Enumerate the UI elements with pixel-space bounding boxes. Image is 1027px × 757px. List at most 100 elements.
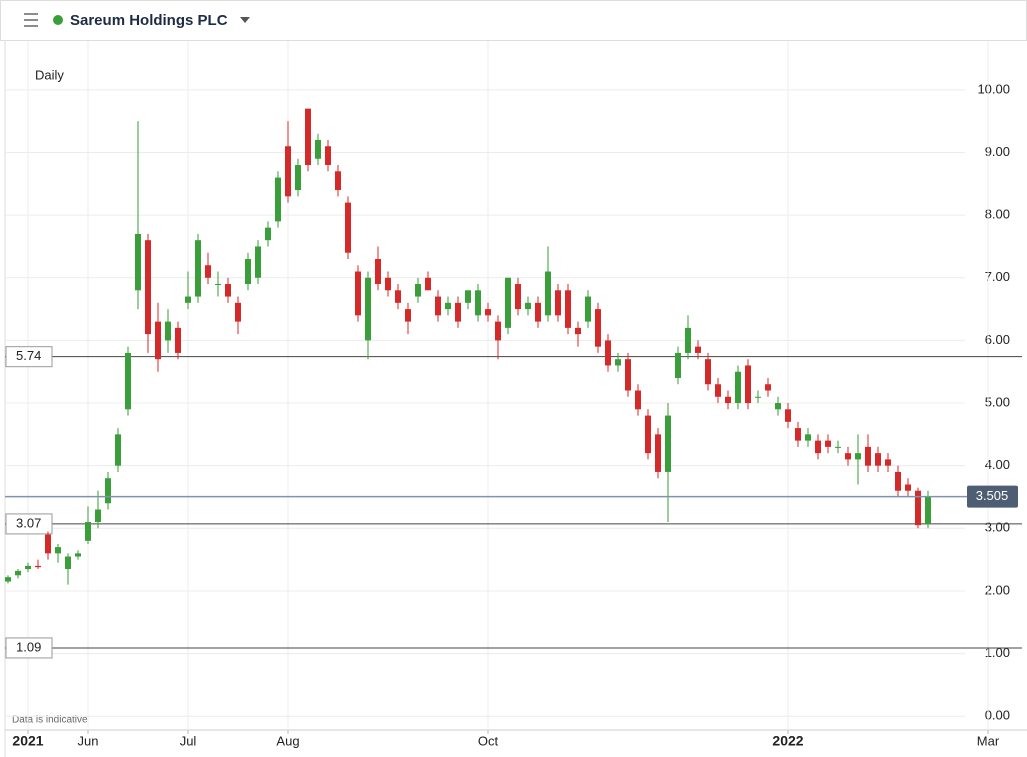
candle-body — [125, 352, 131, 410]
candle-body — [55, 547, 61, 554]
candle-body — [655, 434, 661, 472]
candle-body — [835, 446, 841, 448]
x-tick-label: 2022 — [772, 733, 803, 749]
candle-body — [795, 428, 801, 441]
candle-body — [375, 258, 381, 285]
x-tick-label: Jul — [180, 733, 197, 748]
candle-body — [15, 570, 21, 576]
candle-body — [615, 359, 621, 366]
level-label-box — [5, 637, 53, 659]
candle-body — [745, 365, 751, 404]
candle-body — [575, 327, 581, 335]
candle-body — [875, 453, 881, 466]
candle-body — [155, 321, 161, 360]
candle-body — [605, 340, 611, 366]
candle-body — [415, 284, 421, 297]
y-tick-label: 5.00 — [985, 394, 1010, 409]
candle-body — [525, 302, 531, 310]
candle-body — [695, 346, 701, 353]
candle-body — [685, 327, 691, 353]
instrument-title[interactable]: Sareum Holdings PLC — [70, 12, 228, 29]
menu-icon[interactable] — [24, 13, 38, 27]
candle-body — [75, 553, 81, 557]
y-tick-label: 2.00 — [985, 582, 1010, 597]
candle-body — [445, 302, 451, 310]
candle-body — [295, 165, 301, 191]
candle-body — [395, 290, 401, 303]
candle-body — [495, 321, 501, 341]
level-label: 1.09 — [16, 639, 41, 654]
candle-body — [545, 271, 551, 316]
candle-body — [305, 108, 311, 166]
x-tick-label: Jun — [78, 733, 99, 748]
candle-body — [475, 290, 481, 316]
x-tick-label: 2021 — [12, 733, 43, 749]
candle-body — [625, 359, 631, 391]
candle-body — [635, 390, 641, 410]
candle-body — [315, 139, 321, 159]
candle-body — [885, 459, 891, 466]
candle-body — [65, 556, 71, 570]
candle-body — [845, 453, 851, 460]
candle-body — [235, 302, 241, 322]
candle-body — [365, 277, 371, 341]
candle-body — [135, 233, 141, 291]
last-price-label: 3.505 — [976, 488, 1009, 503]
level-label-box — [5, 513, 53, 535]
candle-body — [255, 246, 261, 278]
candle-body — [435, 296, 441, 316]
candle-body — [715, 384, 721, 397]
candle-body — [675, 352, 681, 378]
candle-body — [35, 565, 41, 568]
candle-body — [505, 277, 511, 328]
x-tick-label: Mar — [977, 733, 1000, 748]
level-label: 5.74 — [16, 348, 41, 363]
candle-body — [165, 321, 171, 341]
candle-body — [175, 327, 181, 353]
candle-body — [425, 277, 431, 291]
candle-body — [355, 271, 361, 316]
candle-body — [225, 284, 231, 297]
candle-body — [145, 240, 151, 335]
candle-body — [5, 577, 11, 582]
candle-body — [285, 146, 291, 197]
y-tick-label: 6.00 — [985, 332, 1010, 347]
candle-body — [785, 409, 791, 422]
y-tick-label: 10.00 — [977, 81, 1010, 96]
y-tick-label: 0.00 — [985, 708, 1010, 723]
x-tick-label: Oct — [478, 733, 499, 748]
candle-body — [45, 534, 51, 554]
dropdown-caret[interactable] — [240, 17, 250, 23]
candle-body — [905, 484, 911, 491]
candle-body — [195, 240, 201, 297]
y-tick-label: 4.00 — [985, 457, 1010, 472]
candle-body — [205, 265, 211, 278]
candle-body — [245, 258, 251, 285]
candle-body — [925, 496, 931, 524]
candle-body — [805, 434, 811, 441]
candle-body — [85, 522, 91, 541]
candle-body — [535, 302, 541, 322]
level-label: 3.07 — [16, 515, 41, 530]
note: Data is indicative — [12, 715, 88, 726]
candle-body — [815, 440, 821, 454]
y-tick-label: 1.00 — [985, 645, 1010, 660]
candle-body — [325, 146, 331, 166]
y-tick-label: 8.00 — [985, 207, 1010, 222]
y-tick-label: 7.00 — [985, 269, 1010, 284]
y-tick-label: 9.00 — [985, 144, 1010, 159]
candle-body — [515, 284, 521, 310]
candle-body — [485, 309, 491, 316]
candle-body — [405, 309, 411, 322]
candle-body — [185, 296, 191, 303]
interval-label[interactable]: Daily — [35, 67, 64, 82]
candle-body — [455, 302, 461, 322]
candle-body — [915, 490, 921, 526]
candle-body — [705, 359, 711, 385]
candle-body — [855, 453, 861, 460]
candle-body — [115, 434, 121, 466]
candle-body — [725, 396, 731, 404]
candle-body — [895, 471, 901, 491]
